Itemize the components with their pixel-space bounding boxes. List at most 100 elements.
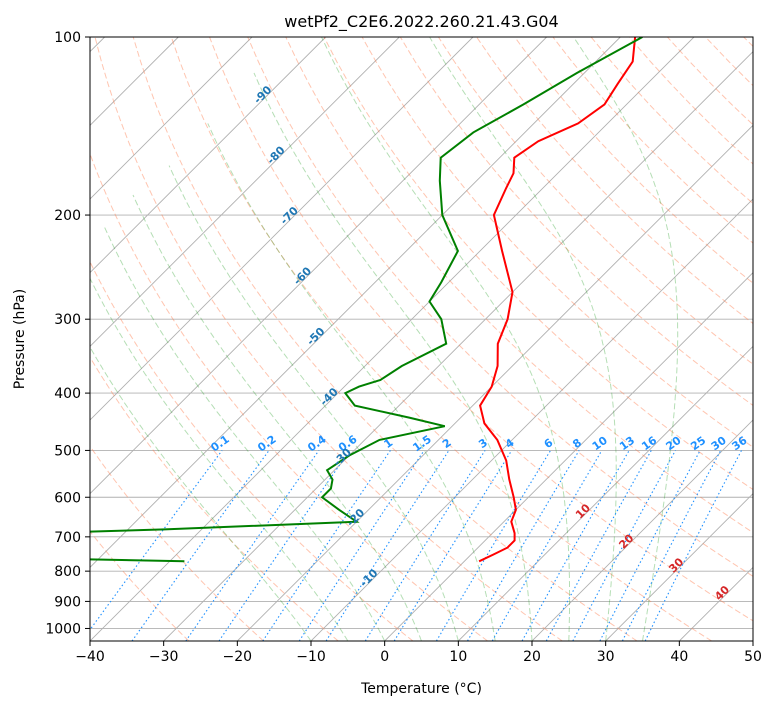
moist-adiabat-line	[573, 37, 679, 641]
mixing-ratio-line	[435, 450, 552, 641]
warm-isotherm-label: 30	[666, 555, 686, 575]
isotherm-line	[605, 493, 753, 641]
temperature-profile-line	[478, 37, 637, 563]
dewpoint-profile-line	[90, 37, 643, 563]
isotherm-line	[752, 640, 753, 641]
dry-adiabat-line	[247, 37, 753, 577]
isotherm-line	[458, 345, 753, 641]
mixing-ratio-label: 6	[542, 436, 556, 451]
x-tick-label: −40	[75, 649, 105, 665]
isotherm-label: -80	[264, 143, 287, 166]
dry-adiabat-line	[90, 530, 190, 641]
dry-adiabat-line	[90, 152, 488, 641]
mixing-ratio-line	[521, 450, 630, 641]
dry-adiabat-line	[90, 260, 414, 641]
dry-adiabat-line	[170, 37, 712, 641]
warm-isotherm-label: 20	[616, 531, 636, 551]
mixing-ratio-line	[545, 450, 652, 641]
moist-adiabat-line	[168, 165, 459, 641]
x-tick-label: −30	[149, 649, 179, 665]
mixing-ratio-line	[131, 450, 270, 641]
y-tick-label: 200	[54, 208, 81, 224]
mixing-ratio-line	[298, 450, 425, 641]
mixing-ratio-line	[621, 450, 722, 641]
isotherm-label: -40	[318, 385, 341, 408]
mixing-ratio-label: 0.4	[305, 432, 329, 454]
mixing-ratio-label: 1.5	[410, 433, 433, 455]
mixing-ratio-line	[90, 450, 223, 631]
mixing-ratio-label: 0.1	[208, 433, 231, 455]
moist-adiabat-line	[90, 346, 312, 641]
y-tick-label: 300	[54, 312, 81, 328]
isotherm-label: -60	[291, 264, 314, 287]
dry-adiabat-line	[743, 37, 753, 48]
x-tick-label: 0	[380, 649, 389, 665]
isotherm-line	[90, 37, 621, 568]
dry-adiabat-line	[90, 445, 264, 641]
dry-adiabat-line	[705, 37, 753, 87]
y-tick-label: 800	[54, 564, 81, 580]
x-tick-label: −20	[223, 649, 253, 665]
dry-adiabat-line	[437, 37, 753, 365]
x-tick-label: 20	[523, 649, 541, 665]
data-lines	[90, 37, 643, 563]
x-tick-label: 50	[744, 649, 762, 665]
dry-adiabat-line	[94, 37, 563, 641]
moist-adiabat-line	[253, 72, 533, 641]
x-tick-label: 10	[449, 649, 467, 665]
y-tick-label: 400	[54, 386, 81, 402]
x-tick-label: −10	[296, 649, 326, 665]
isotherm-line	[531, 419, 753, 641]
mixing-ratio-line	[218, 450, 351, 641]
mixing-ratio-line	[467, 450, 580, 641]
isotherm-label: -70	[278, 204, 301, 227]
moist-adiabat-line	[429, 37, 617, 641]
y-tick-label: 900	[54, 594, 81, 610]
isotherm-line	[90, 37, 474, 421]
dry-adiabat-line	[399, 37, 753, 407]
moist-adiabat-line	[104, 227, 386, 641]
y-tick-label: 500	[54, 443, 81, 459]
isotherm-line	[163, 51, 753, 641]
axes: −40 −30 −20 −10 0 10 20 30 40 5010020030040050060…	[45, 30, 762, 665]
mixing-ratio-line	[325, 450, 450, 641]
y-tick-label: 100	[54, 30, 81, 46]
dry-adiabat-line	[90, 356, 339, 641]
x-tick-label: 30	[597, 649, 615, 665]
isotherm-label: -90	[251, 83, 274, 106]
isotherm-label: -20	[344, 506, 367, 529]
x-axis-label: Temperature (°C)	[360, 681, 482, 697]
dry-adiabat-line	[552, 37, 753, 244]
mixing-ratio-line	[644, 450, 742, 641]
dry-adiabat-line	[514, 37, 753, 284]
moist-adiabat-line	[321, 37, 571, 641]
chart-title: wetPf2_C2E6.2022.260.21.43.G04	[284, 12, 558, 32]
isotherm-line	[237, 124, 753, 641]
isotherm-line	[90, 37, 400, 347]
isotherm-line	[90, 37, 326, 274]
mixing-ratio-label: 0.2	[255, 433, 278, 455]
dry-adiabat-line	[209, 37, 753, 622]
y-tick-label: 600	[54, 490, 81, 506]
mixing-ratio-line	[262, 450, 391, 641]
isotherm-label: -50	[304, 325, 327, 348]
dry-adiabat-line	[590, 37, 753, 205]
mixing-ratio-line	[599, 450, 701, 641]
mixing-ratio-line	[185, 450, 320, 641]
x-tick-label: 40	[670, 649, 688, 665]
mixing-ratio-label: 2	[440, 436, 454, 451]
mixing-ratio-line	[572, 450, 676, 641]
moist-adiabat-line	[132, 194, 422, 641]
isotherm-line	[90, 37, 253, 200]
dry-adiabat-line	[667, 37, 753, 126]
dry-adiabat-line	[132, 37, 638, 641]
isotherm-line	[90, 37, 547, 495]
plot-frame	[89, 36, 754, 642]
isotherm-line	[90, 37, 695, 641]
moist-adiabat-line	[207, 123, 496, 641]
y-axis-label: Pressure (hPa)	[12, 289, 28, 389]
warm-isotherm-label: 40	[712, 583, 732, 603]
y-tick-label: 700	[54, 530, 81, 546]
mixing-ratio-line	[393, 450, 513, 641]
